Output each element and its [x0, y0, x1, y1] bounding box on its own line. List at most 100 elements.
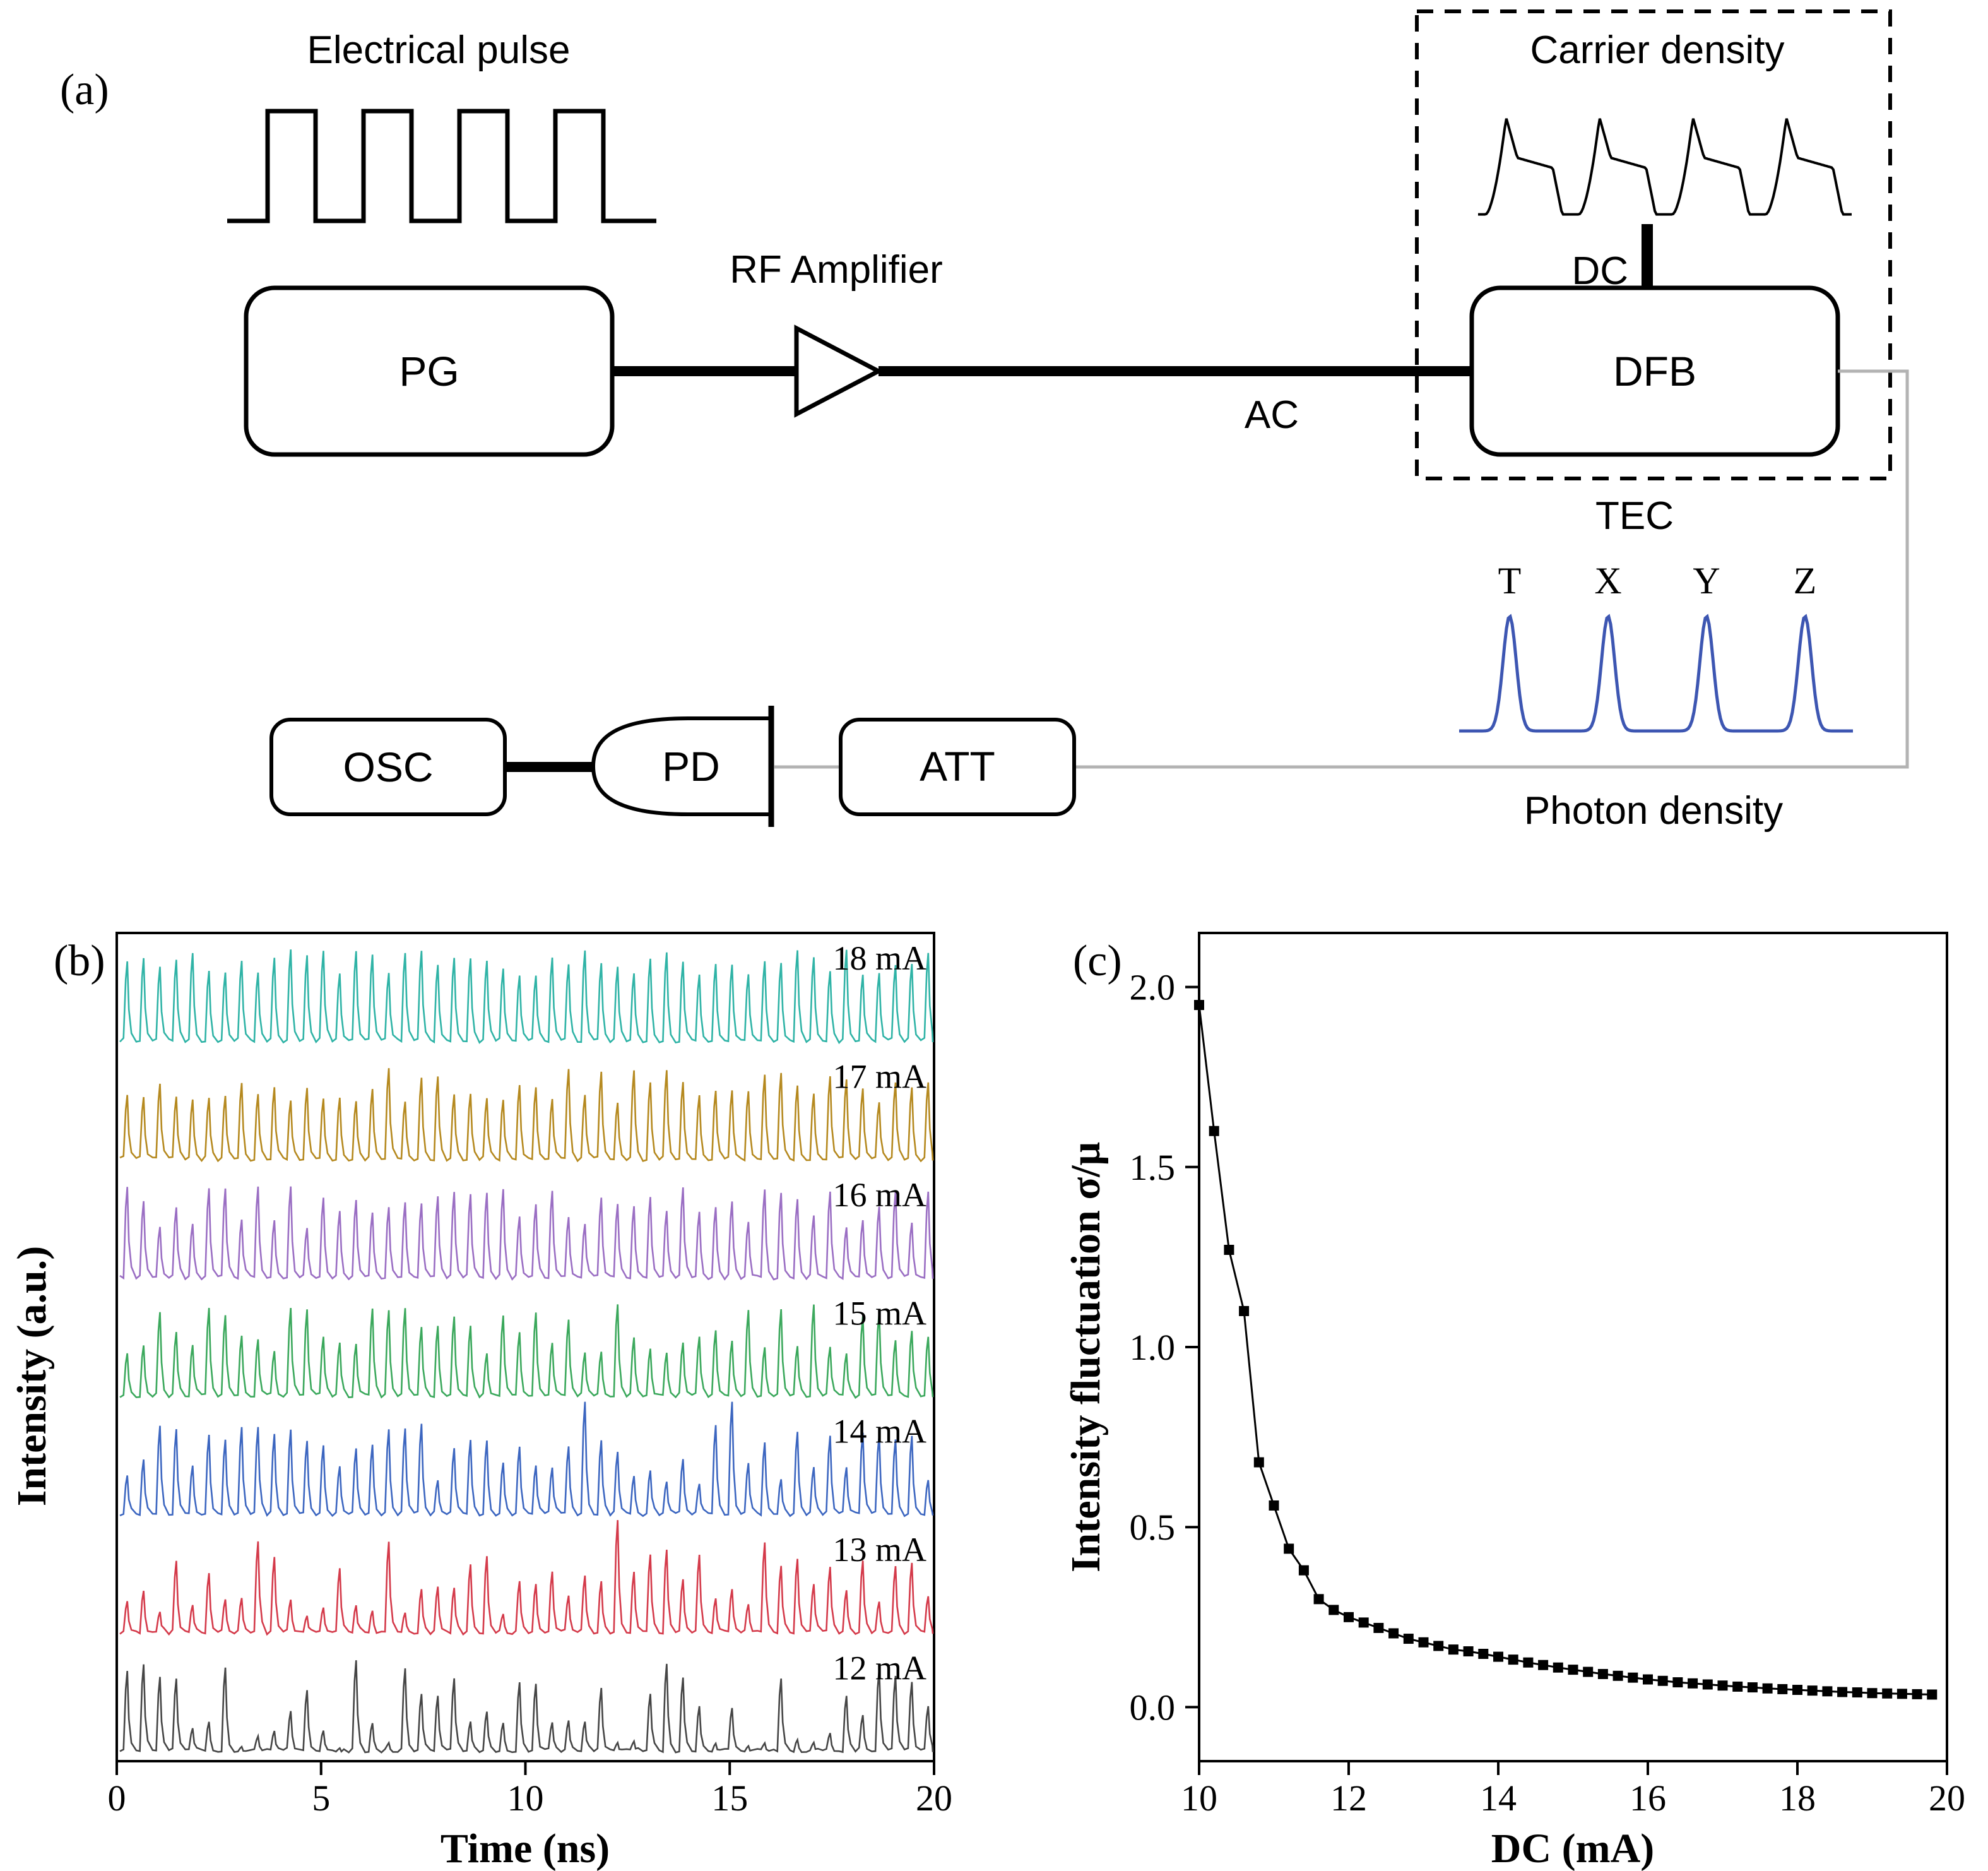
panel-c-data: 10 12 14 16 18 20 0.0 0.5 1.0 1.5 2.0 [1130, 967, 1966, 1819]
c-data-point [1702, 1679, 1713, 1690]
ac-label: AC [1245, 393, 1299, 437]
c-data-point [1688, 1678, 1698, 1689]
c-data-point [1493, 1651, 1503, 1662]
c-data-point [1344, 1612, 1354, 1622]
c-x-tick-label: 10 [1181, 1778, 1217, 1819]
att-box [839, 718, 1076, 816]
c-y-tick-label: 0.5 [1130, 1507, 1176, 1548]
trace-14-mA [119, 1401, 934, 1518]
osc-label: OSC [343, 744, 433, 790]
trace-15-mA [119, 1304, 934, 1399]
panel-c-frame [1198, 932, 1948, 1762]
c-data-point [1807, 1685, 1818, 1696]
c-data-point [1433, 1641, 1444, 1651]
trace-12-mA [119, 1660, 934, 1754]
c-data-point [1313, 1594, 1324, 1605]
c-data-point [1194, 1000, 1204, 1011]
c-data-point [1508, 1654, 1518, 1665]
panel-c-tag: (c) [1073, 937, 1122, 985]
c-data-point [1867, 1688, 1878, 1699]
c-data-point [1478, 1649, 1489, 1660]
fiber-line [1075, 369, 1909, 769]
c-data-point [1912, 1689, 1922, 1699]
panel-b-ylabel: Intensity (a.u.) [9, 1246, 55, 1507]
b-x-tick-label: 0 [108, 1778, 126, 1819]
c-data-point [1657, 1675, 1668, 1686]
trace-label-12-mA: 12 mA [833, 1649, 927, 1687]
c-data-point [1717, 1680, 1728, 1691]
c-x-tick-label: 14 [1480, 1778, 1517, 1819]
c-x-tick-label: 20 [1929, 1778, 1965, 1819]
panel-b-tag: (b) [54, 937, 105, 985]
panel-c-plot: (c) Intensity fluctuation σ/μ 10 12 14 16 18… [1063, 932, 1966, 1871]
c-data-point [1837, 1687, 1848, 1697]
electrical-pulse-label: Electrical pulse [307, 28, 571, 72]
att-label: ATT [920, 743, 995, 790]
c-data-point [1239, 1305, 1250, 1316]
pulse-label-T: T [1498, 560, 1522, 602]
panel-c-xlabel: DC (mA) [1491, 1826, 1654, 1871]
rf-amplifier-label: RF Amplifier [730, 248, 943, 292]
c-y-tick-label: 1.5 [1130, 1147, 1176, 1188]
c-data-point [1762, 1683, 1773, 1694]
trace-label-18-mA: 18 mA [833, 939, 927, 977]
photon-density-label: Photon density [1524, 789, 1783, 833]
b-x-tick-label: 10 [507, 1778, 544, 1819]
photon-density-waveform [1459, 614, 1853, 733]
c-y-tick-label: 0.0 [1130, 1687, 1176, 1728]
c-data-point [1792, 1685, 1802, 1696]
c-data-point [1927, 1689, 1938, 1700]
pulse-label-X: X [1594, 560, 1621, 602]
c-data-point [1284, 1543, 1294, 1554]
panel-b-traces: 0 5 10 15 20 18 mA 17 mA 16 mA 15 mA 14 mA 13 mA 12… [108, 939, 953, 1819]
pd-label: PD [662, 743, 720, 790]
trace-label-14-mA: 14 mA [833, 1413, 927, 1451]
c-data-point [1612, 1670, 1623, 1681]
c-data-point [1418, 1637, 1429, 1648]
carrier-density-label: Carrier density [1530, 28, 1784, 72]
c-data-point [1269, 1500, 1279, 1511]
c-data-point [1224, 1244, 1234, 1255]
panel-c-ylabel: Intensity fluctuation σ/μ [1063, 1142, 1109, 1572]
c-data-point [1328, 1605, 1339, 1615]
c-data-point [1643, 1674, 1653, 1685]
c-data-point [1822, 1686, 1833, 1697]
panel-b-plot: (b) Intensity (a.u.) 0 5 10 15 20 18 mA 17 mA 1… [9, 932, 953, 1871]
b-x-tick-label: 20 [916, 1778, 952, 1819]
c-data-point [1523, 1657, 1534, 1668]
c-data-point [1253, 1457, 1264, 1468]
rf-amplifier-icon [794, 324, 884, 418]
c-data-point [1852, 1687, 1862, 1698]
c-data-point [1672, 1677, 1683, 1688]
trace-label-13-mA: 13 mA [833, 1531, 927, 1569]
c-data-point [1463, 1646, 1474, 1657]
c-data-line [1198, 1004, 1932, 1696]
c-data-point [1538, 1660, 1549, 1670]
trace-18-mA [119, 949, 934, 1045]
c-x-tick-label: 16 [1630, 1778, 1666, 1819]
c-data-point [1568, 1665, 1578, 1675]
c-data-point [1882, 1688, 1893, 1699]
c-data-point [1358, 1617, 1369, 1628]
trace-16-mA [119, 1186, 934, 1281]
c-x-tick-label: 18 [1779, 1778, 1816, 1819]
electrical-pulse-waveform [227, 109, 656, 223]
trace-label-15-mA: 15 mA [833, 1294, 927, 1332]
c-data-point [1583, 1666, 1594, 1677]
panel-b-xlabel: Time (ns) [441, 1826, 610, 1871]
c-data-point [1628, 1672, 1638, 1683]
panel-a-tag: (a) [60, 66, 109, 114]
c-y-tick-label: 2.0 [1130, 967, 1176, 1008]
c-data-point [1448, 1644, 1458, 1655]
b-x-tick-label: 5 [312, 1778, 330, 1819]
trace-label-16-mA: 16 mA [833, 1176, 927, 1214]
c-data-point [1298, 1565, 1309, 1576]
c-data-point [1388, 1628, 1399, 1639]
panel-a-diagram: (a) Electrical pulse RF Amplifier PG AC … [60, 9, 1909, 833]
c-data-point [1896, 1689, 1907, 1699]
c-data-point [1553, 1662, 1563, 1673]
pulse-label-Y: Y [1693, 560, 1720, 602]
tec-label: TEC [1595, 494, 1674, 538]
c-data-point [1747, 1682, 1758, 1693]
